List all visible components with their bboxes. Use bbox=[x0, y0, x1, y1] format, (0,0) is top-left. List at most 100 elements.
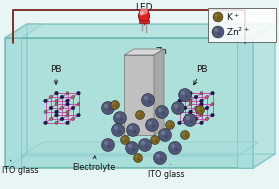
Ellipse shape bbox=[55, 99, 58, 102]
Ellipse shape bbox=[141, 141, 145, 145]
Ellipse shape bbox=[126, 142, 138, 154]
Ellipse shape bbox=[104, 141, 108, 145]
Ellipse shape bbox=[170, 125, 172, 127]
Ellipse shape bbox=[140, 8, 148, 15]
Ellipse shape bbox=[189, 110, 192, 114]
Ellipse shape bbox=[213, 12, 223, 22]
Ellipse shape bbox=[150, 136, 160, 145]
Ellipse shape bbox=[146, 119, 158, 132]
Text: Electrolyte: Electrolyte bbox=[72, 156, 115, 172]
Ellipse shape bbox=[49, 118, 52, 121]
Ellipse shape bbox=[211, 113, 214, 117]
Ellipse shape bbox=[194, 117, 198, 121]
Polygon shape bbox=[124, 55, 154, 135]
Ellipse shape bbox=[66, 102, 69, 106]
Ellipse shape bbox=[189, 91, 192, 95]
Ellipse shape bbox=[175, 148, 178, 151]
Ellipse shape bbox=[174, 104, 178, 108]
Ellipse shape bbox=[200, 110, 202, 112]
Ellipse shape bbox=[116, 114, 120, 118]
Polygon shape bbox=[237, 24, 275, 38]
Ellipse shape bbox=[55, 91, 58, 95]
Ellipse shape bbox=[141, 94, 155, 106]
Ellipse shape bbox=[185, 95, 188, 98]
Ellipse shape bbox=[133, 130, 136, 133]
Ellipse shape bbox=[108, 145, 111, 148]
Ellipse shape bbox=[206, 95, 208, 98]
Ellipse shape bbox=[61, 106, 64, 109]
Ellipse shape bbox=[218, 17, 220, 19]
Ellipse shape bbox=[214, 28, 218, 32]
Ellipse shape bbox=[179, 88, 191, 101]
Ellipse shape bbox=[55, 121, 58, 124]
Ellipse shape bbox=[196, 105, 205, 115]
Ellipse shape bbox=[200, 121, 203, 125]
Text: PB: PB bbox=[50, 65, 62, 84]
Ellipse shape bbox=[189, 113, 192, 117]
Ellipse shape bbox=[205, 106, 209, 110]
Ellipse shape bbox=[136, 111, 145, 119]
Ellipse shape bbox=[60, 95, 64, 99]
Ellipse shape bbox=[122, 137, 125, 140]
Text: K$^+$: K$^+$ bbox=[226, 11, 240, 23]
Ellipse shape bbox=[160, 158, 163, 161]
Ellipse shape bbox=[55, 103, 58, 106]
Ellipse shape bbox=[200, 92, 203, 95]
Ellipse shape bbox=[189, 121, 192, 124]
Ellipse shape bbox=[148, 100, 151, 103]
Ellipse shape bbox=[165, 135, 168, 138]
Polygon shape bbox=[5, 38, 21, 168]
Ellipse shape bbox=[190, 120, 193, 123]
Polygon shape bbox=[21, 142, 259, 156]
Ellipse shape bbox=[197, 107, 200, 110]
Ellipse shape bbox=[161, 131, 165, 135]
Polygon shape bbox=[5, 24, 275, 38]
Polygon shape bbox=[5, 24, 43, 38]
Ellipse shape bbox=[152, 125, 155, 128]
Ellipse shape bbox=[138, 158, 140, 160]
Ellipse shape bbox=[181, 130, 189, 139]
Ellipse shape bbox=[148, 121, 152, 125]
Ellipse shape bbox=[153, 152, 167, 164]
Ellipse shape bbox=[126, 123, 140, 136]
Text: Zn: Zn bbox=[142, 47, 168, 61]
Ellipse shape bbox=[135, 155, 138, 158]
Ellipse shape bbox=[77, 103, 80, 106]
Ellipse shape bbox=[71, 118, 74, 121]
Ellipse shape bbox=[162, 112, 165, 115]
Ellipse shape bbox=[218, 32, 221, 35]
Ellipse shape bbox=[172, 101, 184, 115]
Polygon shape bbox=[5, 24, 27, 168]
Ellipse shape bbox=[118, 130, 121, 133]
Text: ITO glass: ITO glass bbox=[2, 160, 39, 175]
Polygon shape bbox=[253, 24, 275, 168]
Ellipse shape bbox=[112, 102, 115, 105]
Ellipse shape bbox=[77, 91, 80, 95]
Ellipse shape bbox=[55, 113, 58, 117]
Ellipse shape bbox=[114, 112, 126, 125]
Ellipse shape bbox=[158, 129, 172, 142]
Ellipse shape bbox=[71, 106, 75, 110]
Ellipse shape bbox=[158, 108, 162, 112]
Ellipse shape bbox=[152, 137, 155, 140]
Ellipse shape bbox=[137, 112, 140, 115]
Ellipse shape bbox=[66, 121, 69, 125]
Ellipse shape bbox=[66, 114, 69, 117]
Ellipse shape bbox=[66, 99, 69, 103]
Ellipse shape bbox=[181, 91, 185, 95]
Bar bbox=[208, 8, 276, 42]
Ellipse shape bbox=[102, 139, 114, 152]
Ellipse shape bbox=[178, 110, 181, 113]
Ellipse shape bbox=[128, 144, 132, 148]
Ellipse shape bbox=[184, 95, 186, 98]
Ellipse shape bbox=[120, 118, 123, 121]
Ellipse shape bbox=[194, 106, 198, 109]
Ellipse shape bbox=[194, 95, 198, 99]
Ellipse shape bbox=[182, 132, 185, 135]
Ellipse shape bbox=[200, 102, 203, 106]
Ellipse shape bbox=[115, 105, 117, 107]
Ellipse shape bbox=[110, 101, 119, 109]
Ellipse shape bbox=[77, 113, 80, 117]
Ellipse shape bbox=[102, 101, 114, 115]
Ellipse shape bbox=[189, 103, 192, 106]
